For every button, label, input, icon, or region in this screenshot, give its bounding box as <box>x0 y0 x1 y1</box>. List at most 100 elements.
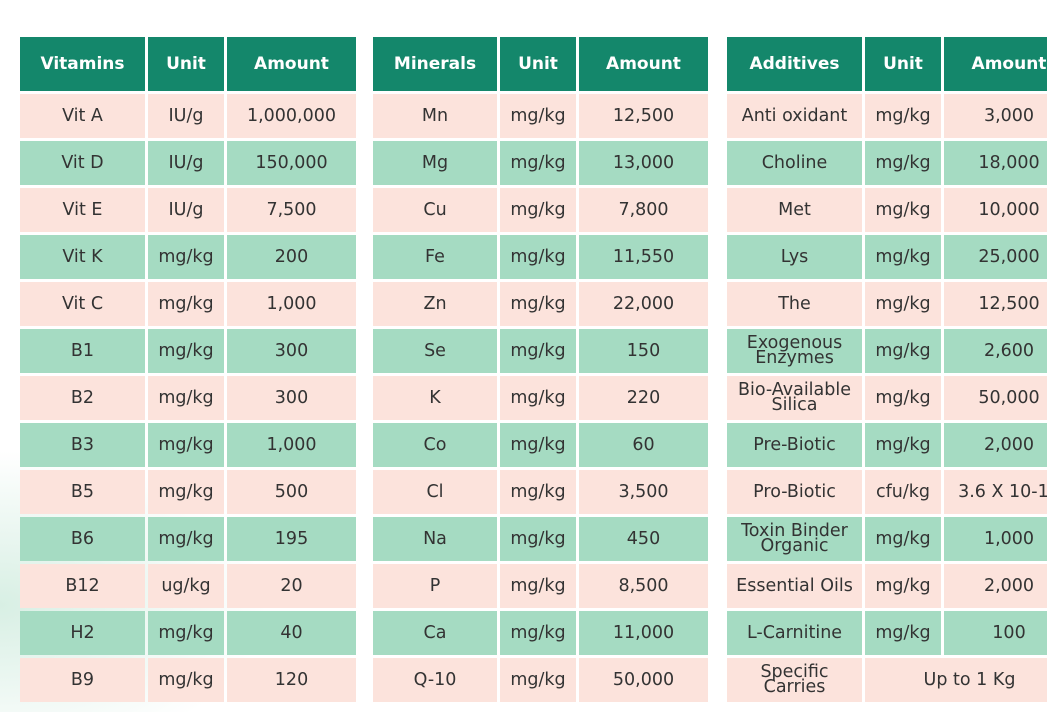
table-cell: Q-10 <box>373 658 497 702</box>
header-cell: Vitamins <box>20 37 145 91</box>
table-cell: mg/kg <box>500 282 576 326</box>
table-cell: mg/kg <box>148 658 224 702</box>
table-cell: Bio-Available Silica <box>727 376 862 420</box>
table-cell: 18,000 <box>944 141 1047 185</box>
table-cell: 120 <box>227 658 356 702</box>
table-cell: Vit D <box>20 141 145 185</box>
table-cell: mg/kg <box>500 658 576 702</box>
minerals-table: Minerals Unit Amount Mn mg/kg 12,500 Mg mg/kg 13… <box>373 37 708 702</box>
table-cell: mg/kg <box>148 235 224 279</box>
table-cell: Vit C <box>20 282 145 326</box>
table-cell: mg/kg <box>500 235 576 279</box>
table-cell: Vit E <box>20 188 145 232</box>
table-cell: 220 <box>579 376 708 420</box>
table-cell: ug/kg <box>148 564 224 608</box>
additives-table: Additives Unit Amount Anti oxidant mg/kg 3,00… <box>727 37 1047 702</box>
table-cell: 50,000 <box>579 658 708 702</box>
table-cell: Vit A <box>20 94 145 138</box>
table-cell: 20 <box>227 564 356 608</box>
table-cell: 11,550 <box>579 235 708 279</box>
header-cell: Minerals <box>373 37 497 91</box>
table-cell: Lys <box>727 235 862 279</box>
table-cell: Specific Carries <box>727 658 862 702</box>
table-cell: mg/kg <box>500 376 576 420</box>
table-cell: mg/kg <box>500 611 576 655</box>
table-cell: K <box>373 376 497 420</box>
table-cell: mg/kg <box>865 564 941 608</box>
table-cell: B12 <box>20 564 145 608</box>
header-cell: Amount <box>944 37 1047 91</box>
table-cell: Ca <box>373 611 497 655</box>
table-cell: Up to 1 Kg <box>865 658 1047 702</box>
header-cell: Unit <box>500 37 576 91</box>
table-cell: IU/g <box>148 188 224 232</box>
table-cell: mg/kg <box>148 517 224 561</box>
table-cell: Se <box>373 329 497 373</box>
table-cell: 100 <box>944 611 1047 655</box>
header-cell: Amount <box>579 37 708 91</box>
table-cell: mg/kg <box>500 188 576 232</box>
table-cell: 12,500 <box>579 94 708 138</box>
table-cell: mg/kg <box>500 94 576 138</box>
table-cell: 200 <box>227 235 356 279</box>
table-cell: Mn <box>373 94 497 138</box>
table-cell: mg/kg <box>500 423 576 467</box>
table-cell: Mg <box>373 141 497 185</box>
table-cell: mg/kg <box>865 235 941 279</box>
table-cell: B3 <box>20 423 145 467</box>
table-cell: mg/kg <box>148 470 224 514</box>
table-cell: 13,000 <box>579 141 708 185</box>
table-cell: mg/kg <box>865 282 941 326</box>
table-cell: H2 <box>20 611 145 655</box>
header-cell: Additives <box>727 37 862 91</box>
table-cell: Vit K <box>20 235 145 279</box>
table-cell: mg/kg <box>865 517 941 561</box>
table-cell: 3,500 <box>579 470 708 514</box>
table-cell: 195 <box>227 517 356 561</box>
table-cell: 22,000 <box>579 282 708 326</box>
table-cell: B9 <box>20 658 145 702</box>
table-cell: 8,500 <box>579 564 708 608</box>
table-cell: Pre-Biotic <box>727 423 862 467</box>
table-cell: Pro-Biotic <box>727 470 862 514</box>
table-cell: mg/kg <box>865 329 941 373</box>
table-cell: mg/kg <box>500 329 576 373</box>
table-cell: mg/kg <box>500 141 576 185</box>
table-cell: 1,000,000 <box>227 94 356 138</box>
table-cell: Co <box>373 423 497 467</box>
table-cell: L-Carnitine <box>727 611 862 655</box>
table-cell: mg/kg <box>865 94 941 138</box>
table-cell: Fe <box>373 235 497 279</box>
table-cell: Cl <box>373 470 497 514</box>
table-cell: 1,000 <box>944 517 1047 561</box>
table-cell: Exogenous Enzymes <box>727 329 862 373</box>
table-cell: 300 <box>227 376 356 420</box>
table-cell: 7,800 <box>579 188 708 232</box>
table-cell: Na <box>373 517 497 561</box>
table-cell: mg/kg <box>148 611 224 655</box>
table-cell: 40 <box>227 611 356 655</box>
header-cell: Unit <box>865 37 941 91</box>
table-cell: 150,000 <box>227 141 356 185</box>
table-cell: 150 <box>579 329 708 373</box>
table-cell: B6 <box>20 517 145 561</box>
table-cell: 1,000 <box>227 282 356 326</box>
table-cell: mg/kg <box>865 376 941 420</box>
table-cell: Cu <box>373 188 497 232</box>
table-cell: Choline <box>727 141 862 185</box>
table-cell: cfu/kg <box>865 470 941 514</box>
table-cell: 50,000 <box>944 376 1047 420</box>
table-cell: P <box>373 564 497 608</box>
table-cell: mg/kg <box>865 423 941 467</box>
table-cell: 2,600 <box>944 329 1047 373</box>
table-cell: 25,000 <box>944 235 1047 279</box>
table-cell: 11,000 <box>579 611 708 655</box>
header-cell: Amount <box>227 37 356 91</box>
header-cell: Unit <box>148 37 224 91</box>
vitamins-table: Vitamins Unit Amount Vit A IU/g 1,000,000 Vit … <box>20 37 356 702</box>
table-cell: 2,000 <box>944 423 1047 467</box>
table-cell: Zn <box>373 282 497 326</box>
table-cell: 12,500 <box>944 282 1047 326</box>
table-cell: B5 <box>20 470 145 514</box>
